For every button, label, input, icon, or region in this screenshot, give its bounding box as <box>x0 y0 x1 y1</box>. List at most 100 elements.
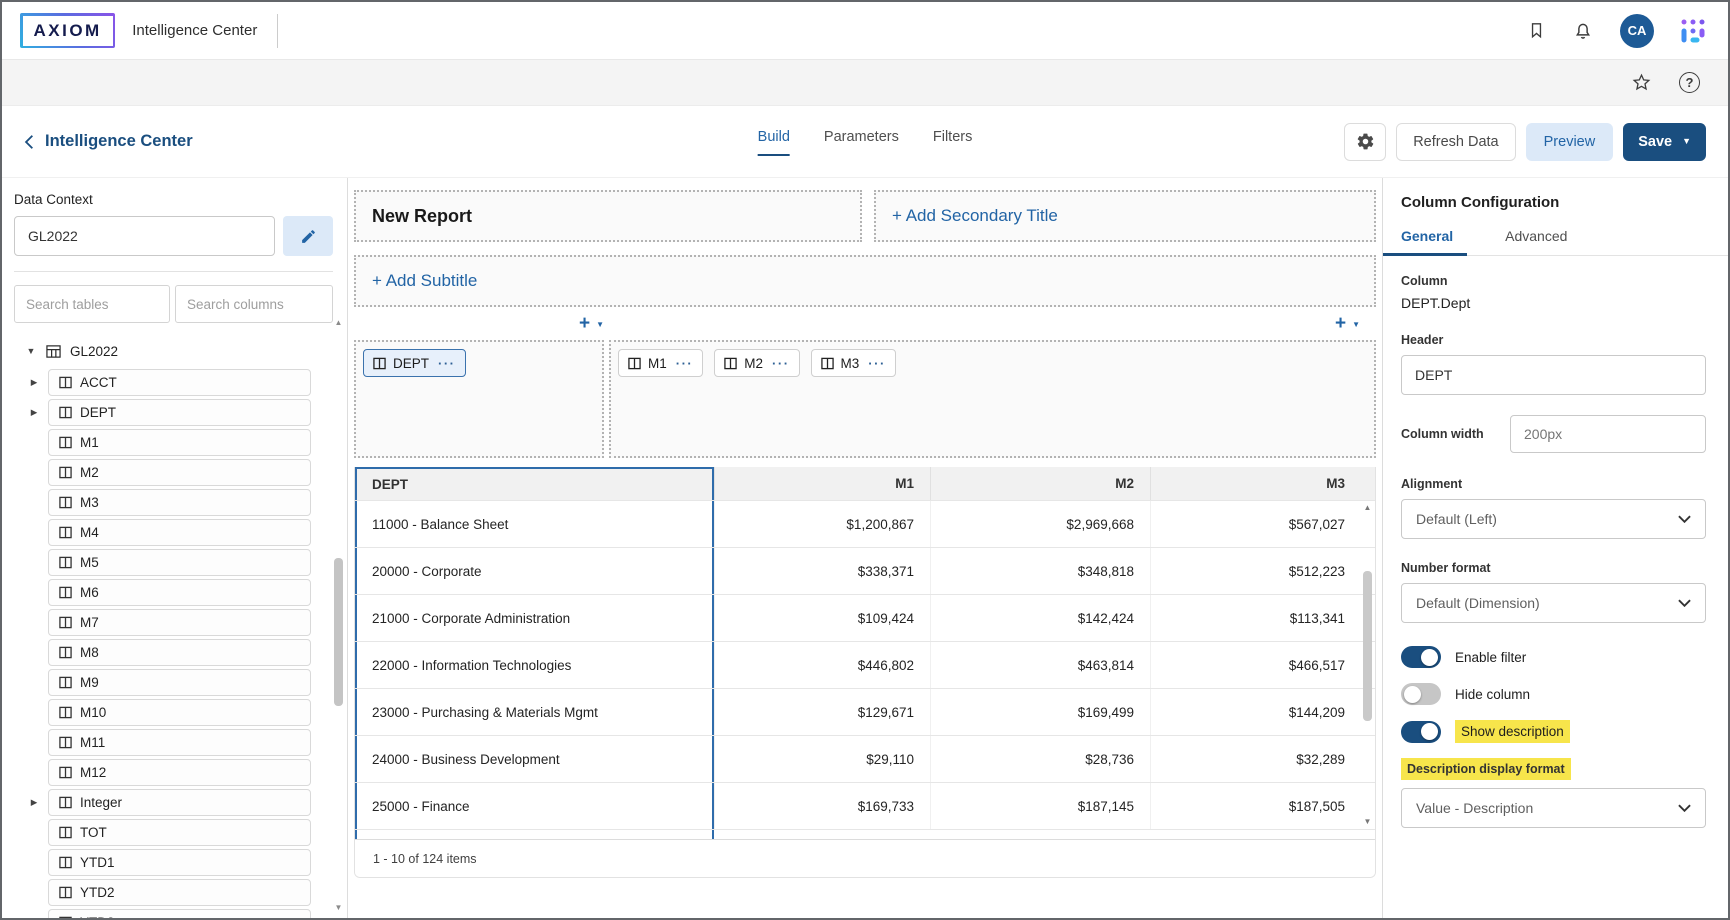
cell-m3: $144,209 <box>1150 689 1375 735</box>
add-column-field-button[interactable]: + ▼ <box>1335 314 1360 333</box>
axiom-logo-text: AXIOM <box>23 16 113 46</box>
cell-dept: 25000 - Finance <box>355 783 714 829</box>
column-pill-label: YTD2 <box>80 885 115 900</box>
number-format-select[interactable]: Default (Dimension) <box>1401 583 1706 623</box>
scrollbar-thumb[interactable] <box>1363 571 1372 721</box>
table-header-m1[interactable]: M1 <box>714 467 930 500</box>
toggle-switch[interactable] <box>1401 646 1441 668</box>
view-tab[interactable]: Parameters <box>824 129 899 156</box>
back-link[interactable]: Intelligence Center <box>24 132 193 151</box>
search-columns-input[interactable] <box>175 285 333 323</box>
toggle-switch[interactable] <box>1401 683 1441 705</box>
tab-general[interactable]: General <box>1401 228 1453 255</box>
field-chip[interactable]: M2 ··· <box>714 349 799 377</box>
column-icon <box>59 406 72 419</box>
add-subtitle-box[interactable]: + Add Subtitle <box>354 255 1376 307</box>
column-pill[interactable]: M9 <box>48 669 311 696</box>
columns-drop-zone[interactable]: M1 ··· M2 ··· M3 ··· <box>609 340 1376 458</box>
help-button[interactable]: ? <box>1679 72 1700 93</box>
table-row[interactable]: 23000 - Purchasing & Materials Mgmt $129… <box>355 688 1375 735</box>
chevron-expanded-icon[interactable]: ▼ <box>25 346 37 356</box>
column-pill-label: YTD3 <box>80 915 115 918</box>
table-header-dept[interactable]: DEPT <box>355 467 714 500</box>
column-pill[interactable]: M12 <box>48 759 311 786</box>
data-context-input[interactable] <box>14 216 275 256</box>
chevron-right-icon[interactable]: ▶ <box>28 407 40 418</box>
tree-root-row[interactable]: ▼ GL2022 <box>14 339 333 363</box>
scroll-up-icon[interactable]: ▲ <box>332 318 345 327</box>
view-tab[interactable]: Filters <box>933 129 972 156</box>
cell-dept: 20000 - Corporate <box>355 548 714 594</box>
table-row[interactable]: 25000 - Finance $169,733 $187,145 $187,5… <box>355 782 1375 829</box>
column-pill[interactable]: YTD2 <box>48 879 311 906</box>
table-row[interactable]: 24000 - Business Development $29,110 $28… <box>355 735 1375 782</box>
sidebar-scrollbar[interactable]: ▲ ▼ <box>332 318 345 914</box>
table-header-m3[interactable]: M3 <box>1150 467 1375 500</box>
add-row-field-button[interactable]: + ▼ <box>579 314 604 333</box>
add-secondary-title-box[interactable]: + Add Secondary Title <box>874 190 1376 242</box>
field-chip[interactable]: DEPT ··· <box>363 349 466 377</box>
refresh-data-button[interactable]: Refresh Data <box>1396 123 1515 161</box>
column-pill[interactable]: YTD1 <box>48 849 311 876</box>
product-name: Intelligence Center <box>132 22 257 39</box>
table-header-m2[interactable]: M2 <box>930 467 1150 500</box>
column-pill[interactable]: TOT <box>48 819 311 846</box>
app-launcher-button[interactable] <box>1680 18 1706 44</box>
description-format-select[interactable]: Value - Description <box>1401 788 1706 828</box>
toggle-switch[interactable] <box>1401 721 1441 743</box>
chip-menu-icon[interactable]: ··· <box>868 356 886 371</box>
table-row[interactable]: 11000 - Balance Sheet $1,200,867 $2,969,… <box>355 500 1375 547</box>
alignment-select[interactable]: Default (Left) <box>1401 499 1706 539</box>
report-title-box[interactable]: New Report <box>354 190 862 242</box>
scroll-down-icon[interactable]: ▼ <box>1361 817 1374 826</box>
chip-menu-icon[interactable]: ··· <box>438 356 456 371</box>
chip-menu-icon[interactable]: ··· <box>676 356 694 371</box>
scroll-up-icon[interactable]: ▲ <box>1361 503 1374 512</box>
number-format-label: Number format <box>1401 561 1706 575</box>
tab-advanced[interactable]: Advanced <box>1505 228 1567 255</box>
column-pill[interactable]: M4 <box>48 519 311 546</box>
column-pill[interactable]: M7 <box>48 609 311 636</box>
column-width-input[interactable] <box>1510 415 1706 453</box>
column-pill[interactable]: Integer <box>48 789 311 816</box>
view-tab[interactable]: Build <box>758 129 790 156</box>
column-pill[interactable]: M2 <box>48 459 311 486</box>
save-button[interactable]: Save ▼ <box>1623 123 1706 161</box>
app-window: AXIOM Intelligence Center CA <box>0 0 1730 920</box>
axiom-logo[interactable]: AXIOM <box>20 13 115 48</box>
field-chip-label: M2 <box>744 356 763 371</box>
column-pill[interactable]: DEPT <box>48 399 311 426</box>
table-scrollbar[interactable]: ▲ ▼ <box>1361 501 1374 828</box>
user-avatar[interactable]: CA <box>1620 14 1654 48</box>
column-pill[interactable]: M8 <box>48 639 311 666</box>
table-row[interactable]: 21000 - Corporate Administration $109,42… <box>355 594 1375 641</box>
column-pill[interactable]: M1 <box>48 429 311 456</box>
table-row[interactable]: 22000 - Information Technologies $446,80… <box>355 641 1375 688</box>
chevron-right-icon[interactable]: ▶ <box>28 797 40 808</box>
column-pill[interactable]: YTD3 <box>48 909 311 918</box>
bookmark-button[interactable] <box>1527 20 1546 41</box>
field-chip[interactable]: M3 ··· <box>811 349 896 377</box>
column-pill[interactable]: ACCT <box>48 369 311 396</box>
table-row[interactable]: 20000 - Corporate $338,371 $348,818 $512… <box>355 547 1375 594</box>
preview-button[interactable]: Preview <box>1526 123 1614 161</box>
edit-context-button[interactable] <box>283 216 333 256</box>
header-input[interactable] <box>1401 355 1706 395</box>
notifications-button[interactable] <box>1572 20 1594 42</box>
search-tables-input[interactable] <box>14 285 170 323</box>
scrollbar-thumb[interactable] <box>334 558 343 706</box>
scroll-down-icon[interactable]: ▼ <box>332 903 345 912</box>
cell-m2 <box>930 830 1150 839</box>
settings-button[interactable] <box>1344 123 1386 161</box>
column-pill[interactable]: M5 <box>48 549 311 576</box>
favorite-button[interactable] <box>1631 72 1652 93</box>
column-icon <box>59 676 72 689</box>
chevron-right-icon[interactable]: ▶ <box>28 377 40 388</box>
column-pill[interactable]: M10 <box>48 699 311 726</box>
chip-menu-icon[interactable]: ··· <box>772 356 790 371</box>
rows-drop-zone[interactable]: DEPT ··· <box>354 340 604 458</box>
column-pill[interactable]: M3 <box>48 489 311 516</box>
column-pill[interactable]: M11 <box>48 729 311 756</box>
column-pill[interactable]: M6 <box>48 579 311 606</box>
field-chip[interactable]: M1 ··· <box>618 349 703 377</box>
